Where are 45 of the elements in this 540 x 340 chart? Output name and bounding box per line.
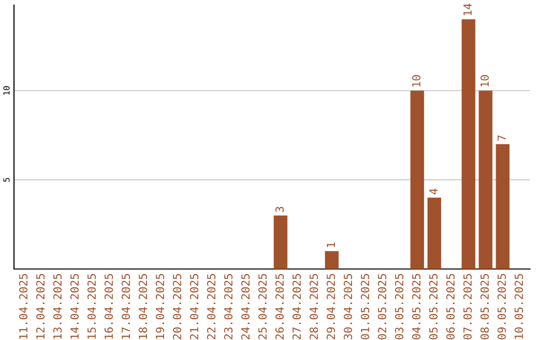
data-label: 7 xyxy=(498,136,506,141)
x-tick-label: 09.05.2025 xyxy=(498,274,506,340)
x-tick-label: 14.04.2025 xyxy=(70,274,79,339)
x-tick-label: 01.05.2025 xyxy=(360,274,370,340)
data-label: 3 xyxy=(275,206,284,212)
x-tick-label: 27.04.2025 xyxy=(292,274,301,340)
x-tick-label: 05.05.2025 xyxy=(429,274,438,340)
x-tick-label: 07.05.2025 xyxy=(463,274,472,340)
x-tick-label: 03.05.2025 xyxy=(394,274,404,340)
bar xyxy=(478,90,492,269)
bar xyxy=(496,144,510,269)
data-label: 10 xyxy=(480,75,489,87)
x-tick-label: 25.04.2025 xyxy=(258,274,267,340)
x-tick-label: 26.04.2025 xyxy=(275,274,284,340)
bar xyxy=(324,251,339,269)
x-tick-label: 20.04.2025 xyxy=(172,274,182,340)
x-tick-label: 16.04.2025 xyxy=(104,274,113,339)
x-tick-label: 08.05.2025 xyxy=(480,274,489,340)
x-tick-label: 17.04.2025 xyxy=(122,274,130,339)
data-label: 4 xyxy=(429,188,438,194)
x-tick-label: 21.04.2025 xyxy=(190,274,198,340)
x-tick-label: 28.04.2025 xyxy=(310,274,318,340)
x-tick-label: 29.04.2025 xyxy=(326,274,336,340)
x-tick-label: 22.04.2025 xyxy=(207,274,216,340)
x-tick-label: 18.04.2025 xyxy=(138,274,148,339)
y-tick-label: 5 xyxy=(3,178,10,182)
x-tick-label: 15.04.2025 xyxy=(87,274,96,339)
x-tick-label: 19.04.2025 xyxy=(156,274,164,339)
x-tick-label: 04.05.2025 xyxy=(412,274,420,340)
data-label: 10 xyxy=(412,75,420,87)
x-tick-label: 10.05.2025 xyxy=(514,274,523,339)
x-tick-label: 13.04.2025 xyxy=(53,274,62,339)
bar xyxy=(274,215,288,269)
x-tick-label: 12.04.2025 xyxy=(36,274,45,339)
x-tick-label: 24.04.2025 xyxy=(241,274,250,340)
data-label: 14 xyxy=(463,4,472,16)
bar xyxy=(462,19,476,269)
x-tick-label: 02.05.2025 xyxy=(378,274,386,340)
bar xyxy=(427,198,442,269)
data-label: 1 xyxy=(326,242,335,248)
x-tick-label: 06.05.2025 xyxy=(446,274,455,340)
x-tick-label: 11.04.2025 xyxy=(19,274,28,339)
x-tick-label: 23.04.2025 xyxy=(224,274,233,340)
bar xyxy=(410,90,424,269)
x-tick-label: 30.04.2025 xyxy=(344,274,352,340)
